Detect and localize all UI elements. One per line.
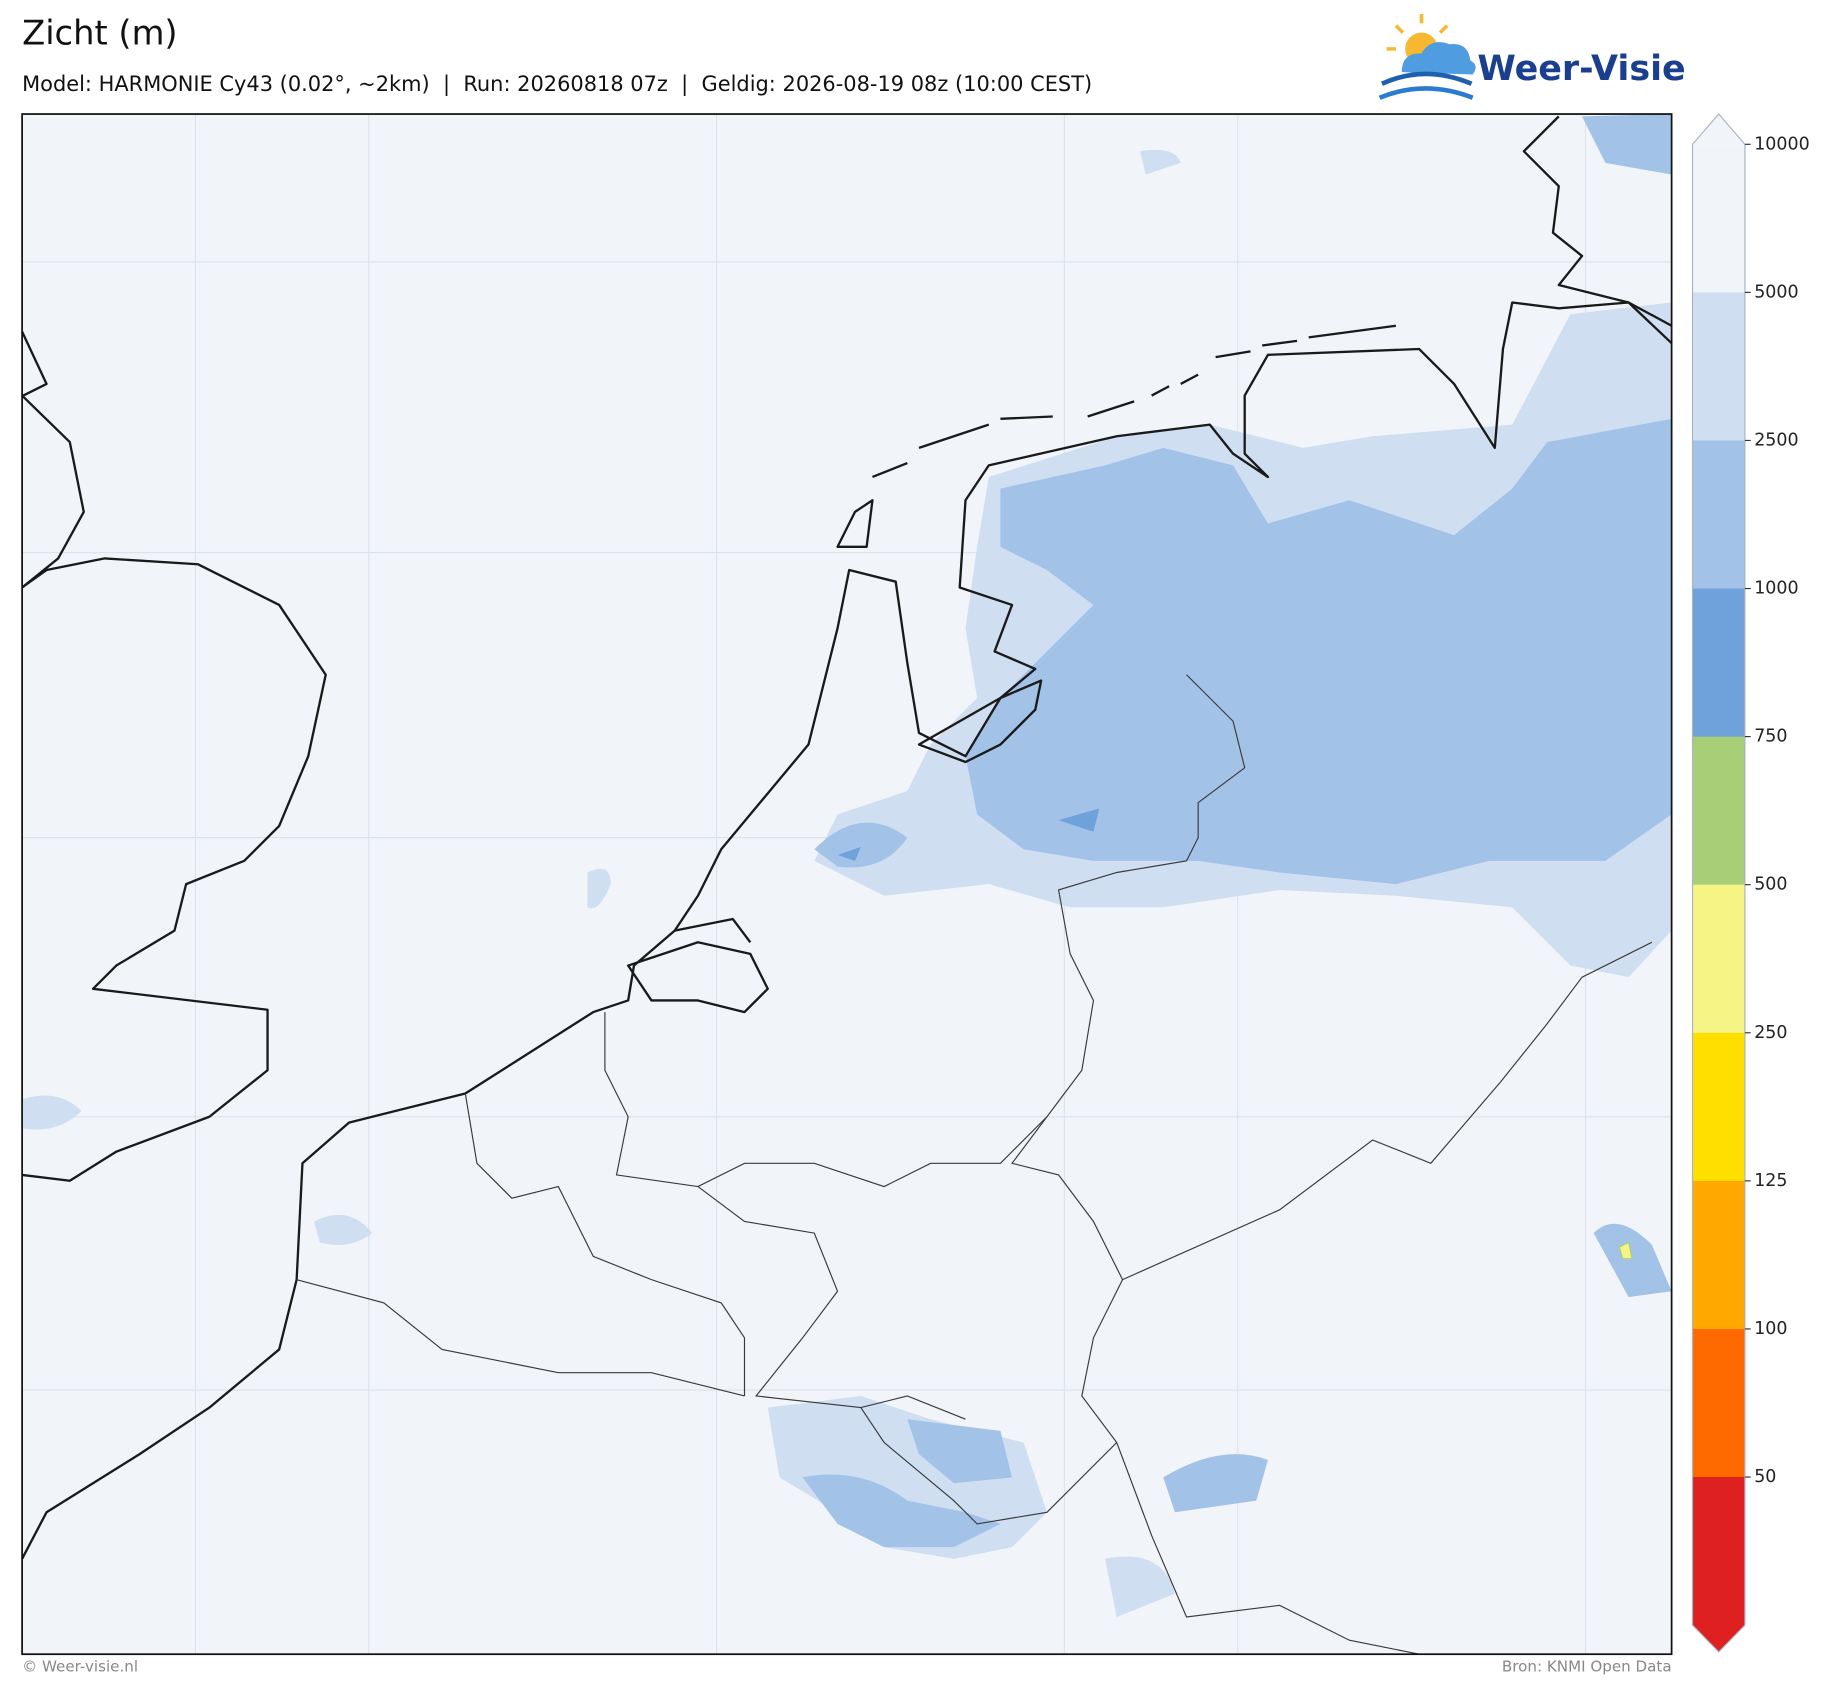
colorbar-tick-label: 2500 bbox=[1754, 430, 1798, 450]
colorbar-tick-label: 125 bbox=[1754, 1171, 1787, 1191]
colorbar-segment bbox=[1692, 1180, 1745, 1330]
colorbar-tick-label: 250 bbox=[1754, 1023, 1787, 1043]
map bbox=[21, 113, 1673, 1656]
logo-text: Weer-Visie bbox=[1477, 49, 1685, 89]
footer-right: Bron: KNMI Open Data bbox=[1502, 1658, 1672, 1676]
colorbar-tick-label: 100 bbox=[1754, 1319, 1787, 1339]
colorbar-tick-label: 500 bbox=[1754, 875, 1787, 895]
colorbar-segment bbox=[1692, 588, 1745, 738]
colorbar-tick-label: 50 bbox=[1754, 1467, 1776, 1487]
visibility-fields bbox=[22, 114, 1672, 1617]
colorbar-segment bbox=[1692, 1032, 1745, 1182]
title: Zicht (m) bbox=[22, 13, 177, 52]
colorbar-tick-label: 5000 bbox=[1754, 282, 1798, 302]
coastlines bbox=[21, 115, 1673, 1560]
colorbar-tick-label: 10000 bbox=[1754, 134, 1809, 154]
footer-left: © Weer-visie.nl bbox=[22, 1658, 138, 1676]
colorbar-segment bbox=[1692, 884, 1745, 1034]
colorbar-outline bbox=[1691, 113, 1746, 1653]
colorbar-segment bbox=[1692, 292, 1745, 442]
colorbar-extension-bottom bbox=[1692, 1477, 1745, 1652]
borders bbox=[296, 674, 1653, 1655]
colorbar-extension-top bbox=[1692, 114, 1745, 145]
colorbar-segment bbox=[1692, 1328, 1745, 1478]
subtitle: Model: HARMONIE Cy43 (0.02°, ~2km) | Run… bbox=[22, 72, 1092, 97]
colorbar: 10000 5000 2500 1000 750 500 250 125 100 50 bbox=[1691, 113, 1810, 1653]
colorbar-tick-label: 750 bbox=[1754, 727, 1787, 747]
colorbar-tick-label: 1000 bbox=[1754, 579, 1798, 599]
colorbar-segment bbox=[1692, 736, 1745, 886]
colorbar-segment bbox=[1692, 440, 1745, 590]
colorbar-segment bbox=[1692, 144, 1745, 293]
logo: Weer-Visie bbox=[1378, 13, 1686, 100]
